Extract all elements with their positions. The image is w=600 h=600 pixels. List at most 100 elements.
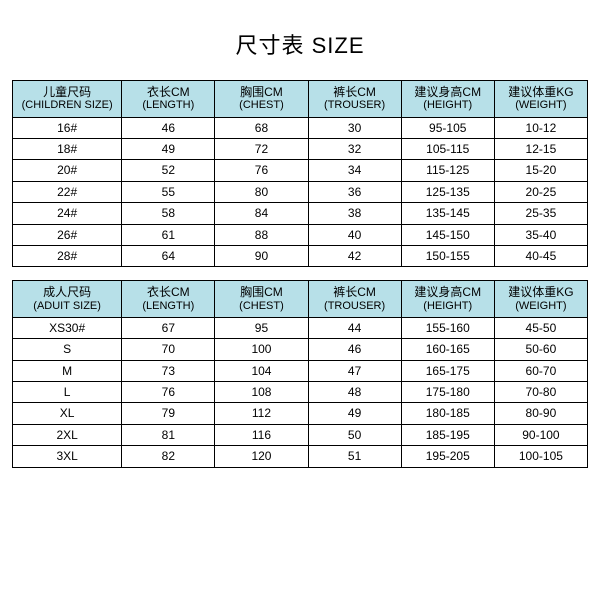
table-row: 24#588438135-14525-35 <box>13 203 588 224</box>
table-cell: 22# <box>13 181 122 202</box>
table-cell: 112 <box>215 403 308 424</box>
table-cell: 64 <box>122 245 215 266</box>
col-adult-size: 成人尺码(ADUIT SIZE) <box>13 281 122 318</box>
table-cell: 3XL <box>13 446 122 467</box>
table-cell: 20# <box>13 160 122 181</box>
col-height: 建议身高CM(HEIGHT) <box>401 281 494 318</box>
table-cell: 76 <box>215 160 308 181</box>
table-cell: 48 <box>308 382 401 403</box>
table-cell: 16# <box>13 117 122 138</box>
table-row: 28#649042150-15540-45 <box>13 245 588 266</box>
table-cell: 68 <box>215 117 308 138</box>
table-cell: 175-180 <box>401 382 494 403</box>
table-row: 22#558036125-13520-25 <box>13 181 588 202</box>
col-trouser: 裤长CM(TROUSER) <box>308 281 401 318</box>
col-weight: 建议体重KG(WEIGHT) <box>494 81 587 118</box>
col-trouser: 裤长CM(TROUSER) <box>308 81 401 118</box>
table-cell: 100 <box>215 339 308 360</box>
table-cell: 120 <box>215 446 308 467</box>
col-weight: 建议体重KG(WEIGHT) <box>494 281 587 318</box>
table-cell: 195-205 <box>401 446 494 467</box>
table-cell: 15-20 <box>494 160 587 181</box>
table-cell: 30 <box>308 117 401 138</box>
table-cell: 155-160 <box>401 317 494 338</box>
table-cell: 165-175 <box>401 360 494 381</box>
table-cell: 50-60 <box>494 339 587 360</box>
table-cell: 2XL <box>13 424 122 445</box>
table-row: 20#527634115-12515-20 <box>13 160 588 181</box>
adult-header-row: 成人尺码(ADUIT SIZE) 衣长CM(LENGTH) 胸围CM(CHEST… <box>13 281 588 318</box>
table-row: L7610848175-18070-80 <box>13 382 588 403</box>
table-cell: XS30# <box>13 317 122 338</box>
table-cell: 90 <box>215 245 308 266</box>
table-cell: 81 <box>122 424 215 445</box>
table-cell: 180-185 <box>401 403 494 424</box>
table-cell: 47 <box>308 360 401 381</box>
table-cell: 10-12 <box>494 117 587 138</box>
table-cell: 70 <box>122 339 215 360</box>
table-cell: 24# <box>13 203 122 224</box>
table-row: 18#497232105-11512-15 <box>13 138 588 159</box>
table-cell: 82 <box>122 446 215 467</box>
table-cell: 58 <box>122 203 215 224</box>
table-cell: 185-195 <box>401 424 494 445</box>
table-row: XS30#679544155-16045-50 <box>13 317 588 338</box>
table-row: XL7911249180-18580-90 <box>13 403 588 424</box>
table-cell: 52 <box>122 160 215 181</box>
table-cell: 67 <box>122 317 215 338</box>
table-cell: 38 <box>308 203 401 224</box>
table-cell: 95-105 <box>401 117 494 138</box>
children-header-row: 儿童尺码(CHILDREN SIZE) 衣长CM(LENGTH) 胸围CM(CH… <box>13 81 588 118</box>
table-cell: 150-155 <box>401 245 494 266</box>
table-row: S7010046160-16550-60 <box>13 339 588 360</box>
table-cell: 20-25 <box>494 181 587 202</box>
table-cell: 28# <box>13 245 122 266</box>
table-cell: 46 <box>308 339 401 360</box>
table-cell: 49 <box>122 138 215 159</box>
table-cell: 116 <box>215 424 308 445</box>
table-cell: 79 <box>122 403 215 424</box>
section-gap <box>13 267 588 281</box>
table-cell: 73 <box>122 360 215 381</box>
table-cell: 44 <box>308 317 401 338</box>
table-row: 26#618840145-15035-40 <box>13 224 588 245</box>
table-cell: 26# <box>13 224 122 245</box>
col-height: 建议身高CM(HEIGHT) <box>401 81 494 118</box>
table-cell: 70-80 <box>494 382 587 403</box>
table-cell: S <box>13 339 122 360</box>
table-cell: 45-50 <box>494 317 587 338</box>
table-cell: 80 <box>215 181 308 202</box>
table-row: 16#46683095-10510-12 <box>13 117 588 138</box>
table-cell: 49 <box>308 403 401 424</box>
col-chest: 胸围CM(CHEST) <box>215 81 308 118</box>
table-cell: 84 <box>215 203 308 224</box>
table-cell: L <box>13 382 122 403</box>
table-cell: 40-45 <box>494 245 587 266</box>
table-cell: 160-165 <box>401 339 494 360</box>
table-cell: 25-35 <box>494 203 587 224</box>
table-cell: 18# <box>13 138 122 159</box>
table-cell: 51 <box>308 446 401 467</box>
table-cell: 125-135 <box>401 181 494 202</box>
table-cell: 108 <box>215 382 308 403</box>
table-cell: 135-145 <box>401 203 494 224</box>
page-title: 尺寸表 SIZE <box>235 28 364 60</box>
table-cell: 76 <box>122 382 215 403</box>
col-chest: 胸围CM(CHEST) <box>215 281 308 318</box>
table-cell: 104 <box>215 360 308 381</box>
table-cell: 100-105 <box>494 446 587 467</box>
table-cell: 95 <box>215 317 308 338</box>
table-cell: 72 <box>215 138 308 159</box>
table-cell: 42 <box>308 245 401 266</box>
table-row: 3XL8212051195-205100-105 <box>13 446 588 467</box>
table-cell: 90-100 <box>494 424 587 445</box>
table-row: M7310447165-17560-70 <box>13 360 588 381</box>
table-cell: 40 <box>308 224 401 245</box>
table-cell: 80-90 <box>494 403 587 424</box>
table-cell: 105-115 <box>401 138 494 159</box>
table-cell: 34 <box>308 160 401 181</box>
table-cell: 46 <box>122 117 215 138</box>
table-cell: 61 <box>122 224 215 245</box>
col-length: 衣长CM(LENGTH) <box>122 281 215 318</box>
size-table: 儿童尺码(CHILDREN SIZE) 衣长CM(LENGTH) 胸围CM(CH… <box>12 80 588 468</box>
